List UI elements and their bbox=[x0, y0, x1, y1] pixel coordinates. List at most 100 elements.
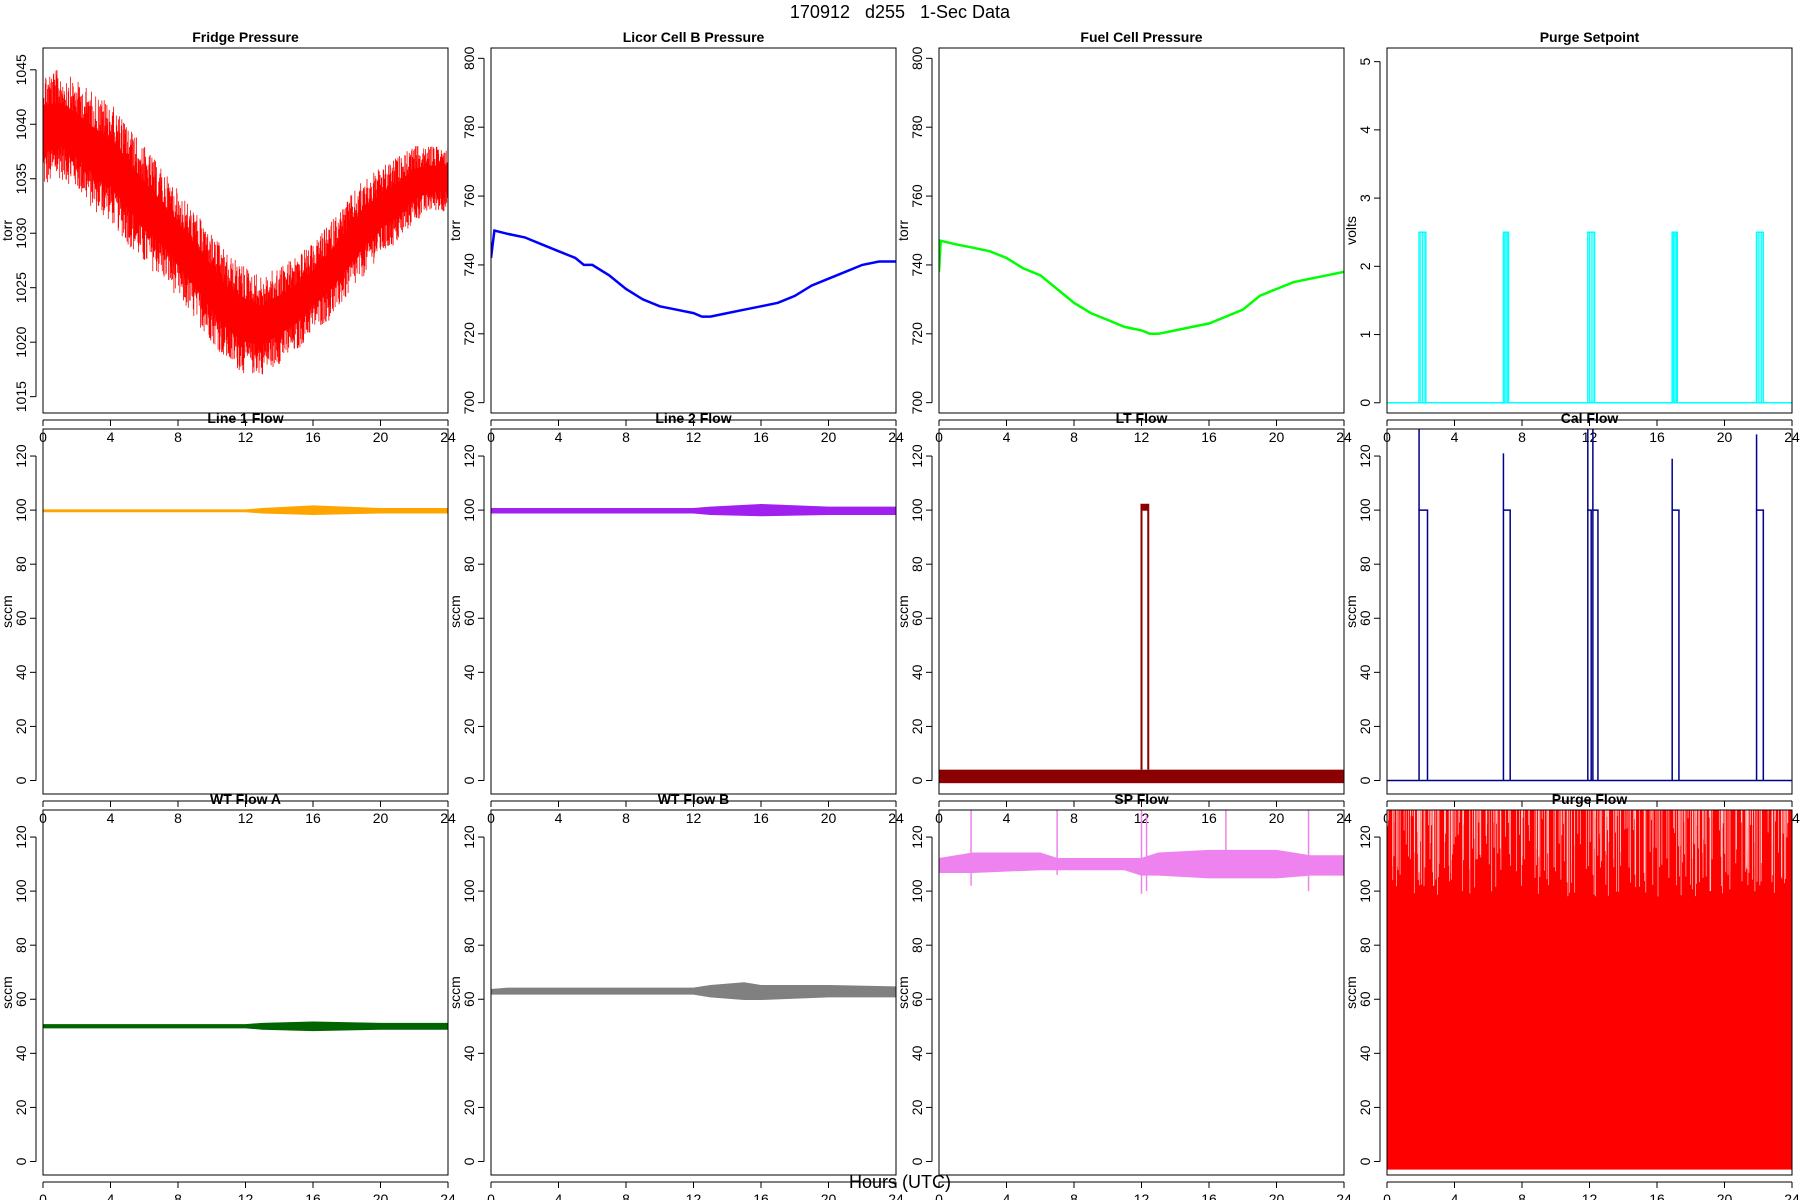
panel-title: SP Flow bbox=[1114, 791, 1168, 807]
x-tick-label: 12 bbox=[686, 1191, 702, 1200]
panel-purge-flow: Purge Flow sccm 0 4 8 12 16 20 24 0 20 40 60 80 100 120 bbox=[1343, 791, 1800, 1200]
series-pulse bbox=[1671, 509, 1680, 781]
y-tick-label: 80 bbox=[13, 556, 29, 572]
panel-title: Licor Cell B Pressure bbox=[623, 29, 765, 45]
plot-frame bbox=[490, 809, 897, 1176]
x-tick-label: 12 bbox=[686, 810, 702, 826]
panel-title: Fuel Cell Pressure bbox=[1080, 29, 1202, 45]
y-tick-label: 1 bbox=[1357, 330, 1373, 338]
panel-title: Purge Setpoint bbox=[1540, 29, 1640, 45]
x-tick-label: 24 bbox=[440, 1191, 456, 1200]
y-tick-label: 720 bbox=[909, 322, 925, 346]
y-axis-label: torr bbox=[895, 220, 911, 241]
x-tick-label: 16 bbox=[305, 1191, 321, 1200]
y-axis-label: sccm bbox=[447, 595, 463, 628]
plot-area bbox=[43, 70, 448, 375]
x-tick-label: 16 bbox=[753, 810, 769, 826]
series-band bbox=[43, 505, 448, 515]
series-band bbox=[43, 1021, 448, 1032]
y-axis-label: volts bbox=[1343, 216, 1359, 245]
plot-area bbox=[43, 1021, 448, 1032]
y-tick-label: 1035 bbox=[13, 163, 29, 194]
plot-frame bbox=[42, 47, 449, 414]
series-pulse bbox=[1755, 509, 1765, 781]
y-tick-label: 0 bbox=[1357, 399, 1373, 407]
x-tick-label: 20 bbox=[1717, 1191, 1733, 1200]
panel-title: WT Flow B bbox=[658, 791, 730, 807]
y-tick-label: 0 bbox=[461, 776, 477, 784]
series-line bbox=[43, 70, 448, 375]
plot-area bbox=[43, 505, 448, 515]
y-tick-label: 0 bbox=[1357, 776, 1373, 784]
y-tick-label: 80 bbox=[909, 556, 925, 572]
plot-frame bbox=[490, 428, 897, 795]
y-axis: 0 20 40 60 80 100 120 bbox=[909, 444, 933, 784]
y-tick-label: 100 bbox=[909, 879, 925, 903]
x-tick-label: 16 bbox=[305, 429, 321, 445]
y-tick-label: 60 bbox=[909, 610, 925, 626]
x-tick-label: 12 bbox=[1134, 1191, 1150, 1200]
x-tick-label: 4 bbox=[1003, 810, 1011, 826]
y-tick-label: 100 bbox=[909, 498, 925, 522]
x-tick-label: 8 bbox=[1518, 1191, 1526, 1200]
y-tick-label: 120 bbox=[461, 825, 477, 849]
y-tick-label: 760 bbox=[909, 184, 925, 208]
x-tick-label: 12 bbox=[1582, 1191, 1598, 1200]
x-axis-label: Hours (UTC) bbox=[849, 1172, 951, 1192]
series-pulse bbox=[1140, 503, 1150, 770]
x-tick-label: 20 bbox=[1269, 810, 1285, 826]
y-tick-label: 40 bbox=[1357, 1045, 1373, 1061]
y-tick-label: 40 bbox=[13, 1045, 29, 1061]
y-tick-label: 20 bbox=[1357, 718, 1373, 734]
plot-area bbox=[939, 503, 1344, 784]
x-tick-label: 12 bbox=[1582, 429, 1598, 445]
x-tick-label: 12 bbox=[1134, 429, 1150, 445]
x-tick-label: 12 bbox=[686, 429, 702, 445]
y-tick-label: 3 bbox=[1357, 194, 1373, 202]
y-tick-label: 80 bbox=[461, 937, 477, 953]
y-tick-label: 760 bbox=[461, 184, 477, 208]
plot-frame bbox=[1386, 47, 1793, 414]
y-tick-label: 120 bbox=[1357, 444, 1373, 468]
series-band bbox=[491, 982, 896, 1001]
y-tick-label: 0 bbox=[461, 1157, 477, 1165]
y-tick-label: 20 bbox=[13, 1099, 29, 1115]
x-tick-label: 8 bbox=[1070, 810, 1078, 826]
series-line bbox=[939, 239, 1344, 336]
y-tick-label: 60 bbox=[1357, 610, 1373, 626]
y-tick-label: 120 bbox=[13, 444, 29, 468]
y-tick-label: 0 bbox=[909, 1157, 925, 1165]
y-tick-label: 60 bbox=[461, 610, 477, 626]
series-baseline bbox=[939, 769, 1344, 784]
series-pulse bbox=[1587, 509, 1592, 781]
x-tick-label: 16 bbox=[1649, 429, 1665, 445]
x-tick-label: 4 bbox=[1003, 1191, 1011, 1200]
y-tick-label: 120 bbox=[909, 444, 925, 468]
y-tick-label: 40 bbox=[461, 664, 477, 680]
x-tick-label: 20 bbox=[1717, 429, 1733, 445]
x-tick-label: 20 bbox=[373, 810, 389, 826]
x-tick-label: 8 bbox=[622, 810, 630, 826]
x-tick-label: 8 bbox=[1070, 429, 1078, 445]
y-tick-label: 1045 bbox=[13, 54, 29, 85]
y-tick-label: 40 bbox=[909, 664, 925, 680]
y-tick-label: 20 bbox=[1357, 1099, 1373, 1115]
x-tick-label: 4 bbox=[107, 429, 115, 445]
x-tick-label: 20 bbox=[1269, 429, 1285, 445]
plot-frame bbox=[42, 428, 449, 795]
y-tick-label: 40 bbox=[909, 1045, 925, 1061]
y-axis: 0 20 40 60 80 100 120 bbox=[909, 825, 933, 1165]
y-axis-label: sccm bbox=[447, 976, 463, 1009]
y-tick-label: 100 bbox=[13, 498, 29, 522]
x-tick-label: 24 bbox=[1784, 1191, 1800, 1200]
y-axis-label: sccm bbox=[0, 595, 15, 628]
x-tick-label: 16 bbox=[1201, 810, 1217, 826]
